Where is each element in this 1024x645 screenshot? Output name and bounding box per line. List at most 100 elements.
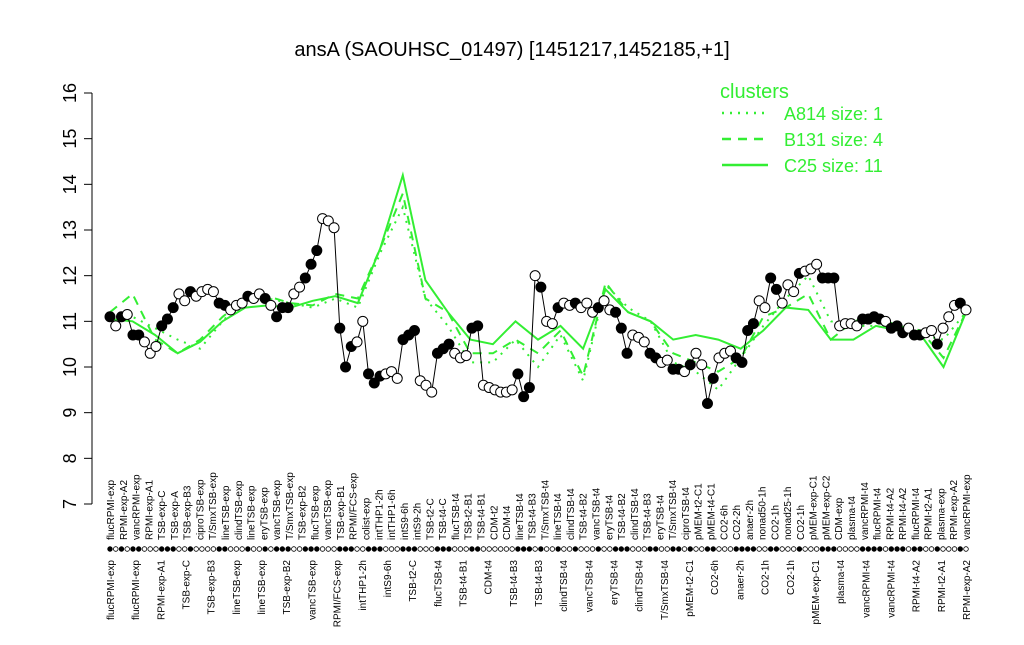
- x-tick-label: flucRPMI-t4: [911, 487, 922, 540]
- x-tick-label: lineTSB-exp: [221, 485, 232, 540]
- y-tick-label: 13: [60, 220, 80, 240]
- data-points: [104, 213, 972, 552]
- x-tick-label: CO2-1h: [796, 505, 807, 540]
- x-tick-label: TSB-t4-B3: [643, 493, 654, 540]
- legend-title: clusters: [720, 81, 789, 103]
- rug-mark: [681, 546, 688, 552]
- x-tick-label: vancRPMI-t4: [887, 560, 898, 618]
- rug-mark: [291, 546, 297, 552]
- data-point: [747, 318, 759, 330]
- rug-mark: [888, 546, 895, 552]
- rug-mark: [716, 546, 722, 552]
- data-point: [535, 281, 547, 293]
- data-point: [518, 391, 530, 403]
- data-point: [363, 368, 375, 380]
- x-tick-label: RPMI-t2-A1: [924, 487, 935, 540]
- x-tick-label: plasma-t4: [836, 560, 847, 604]
- x-tick-label: RPMI-t2-A1: [937, 560, 948, 613]
- rug-mark: [790, 546, 797, 552]
- x-tick-label: intS9-2h: [413, 503, 424, 540]
- x-tick-label: RPMI-exp-A2: [949, 480, 960, 540]
- data-point: [443, 338, 455, 350]
- data-point: [299, 272, 311, 284]
- rug-mark: [153, 546, 159, 552]
- x-tick-label: TSB-t4-B3: [528, 493, 539, 540]
- rug-mark: [325, 546, 332, 552]
- rug-mark: [193, 546, 199, 552]
- rug-mark: [923, 546, 929, 552]
- x-tick-label: intS9-6h: [400, 503, 411, 540]
- rug-mark: [877, 546, 883, 552]
- y-tick-label: 7: [60, 499, 80, 509]
- rug-mark: [463, 546, 469, 552]
- rug-mark: [342, 546, 349, 552]
- rug-mark: [532, 546, 538, 552]
- x-tick-label: RPMI/FCS-exp: [349, 472, 360, 540]
- x-tick-label: nonad50-1h: [758, 487, 769, 540]
- rug-mark: [900, 546, 906, 552]
- rug-mark: [928, 546, 935, 552]
- rug-mark: [911, 546, 917, 552]
- x-tick-label: ciproTSB-exp: [195, 479, 206, 540]
- data-point: [696, 359, 708, 371]
- x-tick-label: flucTSB-exp: [310, 485, 321, 540]
- rug-mark: [676, 546, 682, 552]
- data-point: [937, 322, 949, 334]
- rug-mark: [957, 546, 963, 552]
- x-tick-label: vancRPMI-exp: [962, 474, 973, 540]
- x-tick-label: intS9-6h: [383, 560, 394, 597]
- x-tick-label: CO2-2h: [732, 505, 743, 540]
- rug-mark: [227, 546, 234, 552]
- data-point: [529, 270, 541, 282]
- rug-mark: [526, 546, 533, 552]
- x-tick-label: plasma-exp: [936, 488, 947, 540]
- rug-mark: [733, 546, 739, 552]
- x-tick-label: vancTSB-exp: [272, 480, 283, 540]
- data-point: [598, 295, 610, 307]
- data-point: [931, 338, 943, 350]
- rug-mark: [630, 546, 636, 552]
- x-tick-label: TSB-t2-C: [425, 498, 436, 540]
- x-tick-label: eryTSB-t4: [604, 495, 615, 540]
- y-tick-label: 15: [60, 129, 80, 149]
- x-tick-label: CO2-1h: [770, 505, 781, 540]
- rug-mark: [354, 546, 360, 552]
- x-tick-label: colist-exp: [362, 497, 373, 540]
- x-tick-label: CDM-t4: [484, 560, 495, 595]
- rug-mark: [641, 546, 647, 552]
- y-tick-label: 8: [60, 453, 80, 463]
- data-point: [328, 222, 340, 234]
- rug-mark: [578, 546, 584, 552]
- x-tick-label: flucRPMI-exp: [106, 480, 117, 540]
- rug-mark: [365, 546, 372, 552]
- x-tick-label: TSB-t4-B3: [534, 560, 545, 607]
- data-point: [408, 324, 420, 336]
- rug-mark: [859, 546, 866, 552]
- x-tick-label: clindTSB-t4: [566, 488, 577, 540]
- rug-mark: [170, 546, 176, 552]
- data-point: [179, 295, 191, 307]
- x-tick-label: intTHP1-2h: [358, 560, 369, 611]
- rug-mark: [124, 546, 130, 552]
- x-tick-label: flucRPMI-exp: [106, 560, 117, 620]
- data-point: [271, 311, 283, 323]
- rug-mark: [474, 546, 481, 552]
- series-line-2: [109, 171, 967, 370]
- x-tick-label: TSB-t4-B2: [617, 493, 628, 540]
- data-point: [811, 258, 823, 270]
- x-tick-label: pMEM-exp-C1: [811, 560, 822, 625]
- x-tick-label: RPMI/FCS-exp: [333, 560, 344, 628]
- data-point: [759, 302, 771, 314]
- rug-mark: [618, 546, 625, 552]
- x-tick-label: TSB-t4-B1: [477, 493, 488, 540]
- rug-mark: [314, 546, 320, 552]
- y-tick-label: 16: [60, 83, 80, 103]
- x-tick-label: CDM-t2: [489, 505, 500, 540]
- rug-mark: [429, 546, 435, 552]
- x-tick-label: lineTSB-t4: [553, 493, 564, 540]
- data-point: [828, 272, 840, 284]
- rug-mark: [601, 546, 607, 552]
- x-tick-label: CO2-6h: [710, 560, 721, 595]
- rug-mark: [446, 546, 452, 552]
- series-line-0: [109, 204, 967, 392]
